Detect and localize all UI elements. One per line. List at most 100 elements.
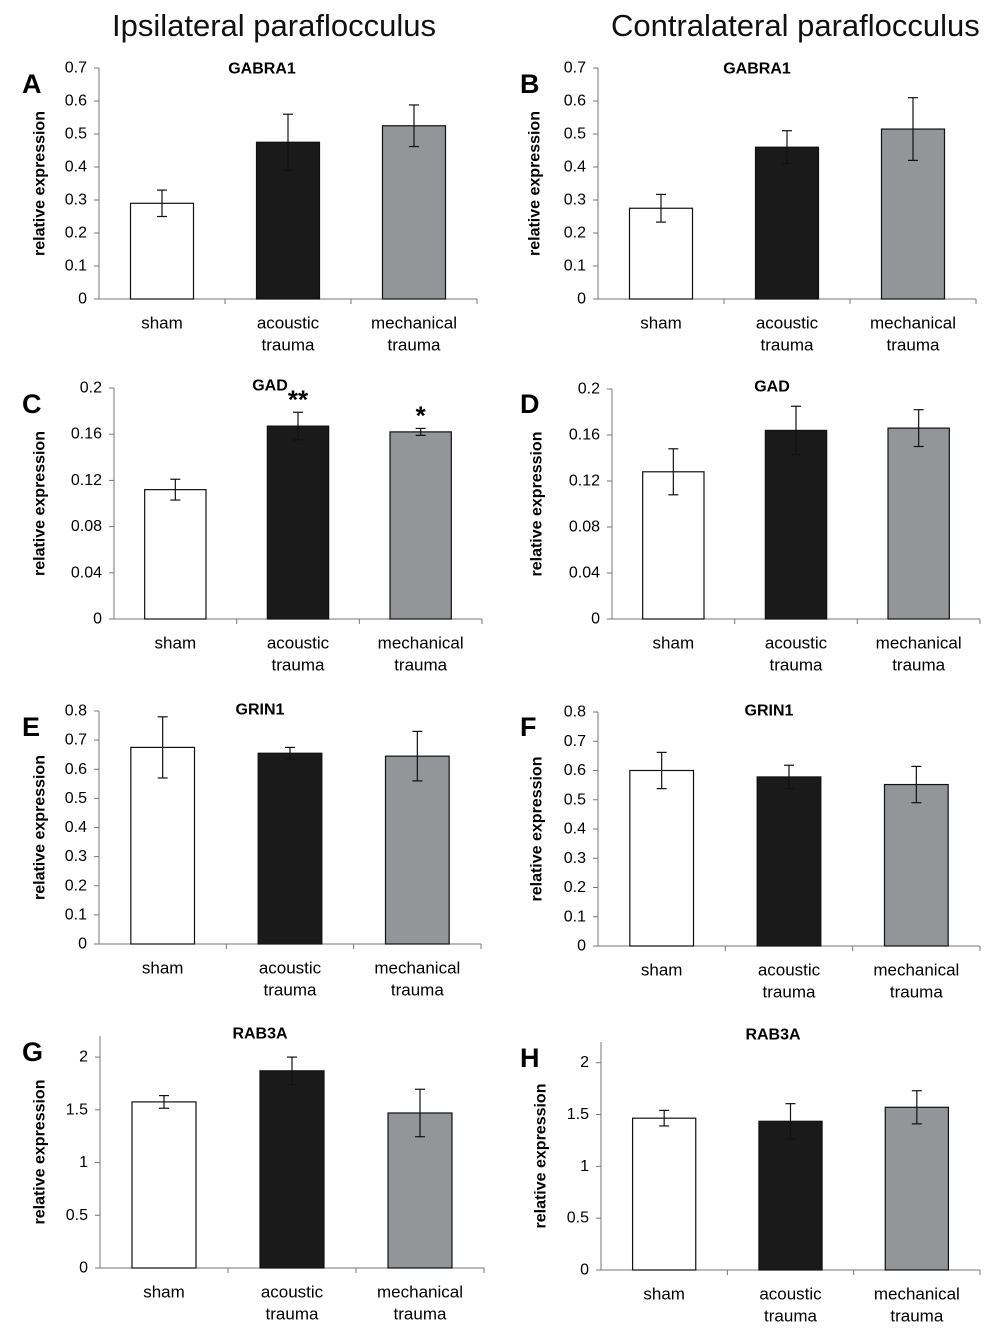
y-tick-label-b: 0.7 [564, 60, 586, 77]
y-tick-label-c: 0.2 [80, 380, 102, 397]
category-label-h-2: mechanical [874, 1285, 960, 1304]
panel-title-b: GABRA1 [723, 61, 791, 78]
panel-title-a: GABRA1 [228, 61, 296, 78]
bar-h-2 [884, 1106, 950, 1271]
y-tick-label-a: 0.7 [65, 60, 87, 77]
category-label-g-2: mechanical [377, 1283, 463, 1302]
panel-title-g: RAB3A [232, 1026, 288, 1043]
y-tick-label-f: 0.6 [564, 762, 586, 779]
column-title-ipsilateral: Ipsilateral paraflocculus [112, 8, 436, 43]
category-label-d-2: mechanical [876, 634, 962, 653]
y-tick-label-f: 0.8 [564, 704, 586, 721]
y-tick-label-e: 0 [78, 936, 87, 953]
category-label-a-1: trauma [262, 336, 315, 355]
category-label-b-2: mechanical [870, 314, 956, 333]
y-tick-label-c: 0.16 [71, 426, 102, 443]
y-axis-label-e: relative expression [32, 755, 49, 900]
y-tick-label-a: 0.2 [65, 225, 87, 242]
bar-e-2 [384, 755, 450, 945]
y-tick-label-a: 0.3 [65, 192, 87, 209]
bar-f-1 [756, 776, 822, 947]
y-tick-label-a: 0.4 [65, 159, 87, 176]
y-tick-label-e: 0.8 [65, 703, 87, 720]
y-tick-label-b: 0.3 [564, 192, 586, 209]
y-tick-label-d: 0.2 [578, 381, 600, 398]
bar-b-0 [628, 207, 694, 300]
y-tick-label-a: 0.1 [65, 258, 87, 275]
category-label-h-1: trauma [764, 1307, 817, 1326]
panel-label-f: F [520, 712, 537, 742]
category-label-g-1: trauma [266, 1305, 319, 1324]
category-label-c-2: mechanical [378, 634, 464, 653]
category-label-h-1: acoustic [759, 1285, 822, 1304]
y-tick-label-b: 0 [577, 291, 586, 308]
y-tick-label-c: 0.08 [71, 518, 102, 535]
bar-e-0 [130, 746, 196, 945]
category-label-h-0: sham [643, 1285, 685, 1304]
category-label-d-2: trauma [892, 656, 945, 675]
panel-label-g: G [22, 1037, 43, 1067]
y-tick-label-c: 0.12 [71, 472, 102, 489]
bar-d-1 [764, 429, 828, 620]
y-axis-label-f: relative expression [529, 757, 546, 902]
category-label-a-2: trauma [388, 336, 441, 355]
category-label-f-1: trauma [763, 983, 816, 1002]
category-label-g-2: trauma [394, 1305, 447, 1324]
bar-f-2 [883, 783, 949, 947]
category-label-c-0: sham [155, 634, 197, 653]
bar-d-0 [642, 471, 705, 620]
y-tick-label-d: 0.16 [569, 427, 600, 444]
category-label-a-2: mechanical [371, 314, 457, 333]
y-tick-label-f: 0 [577, 938, 586, 955]
y-tick-label-f: 0.4 [564, 821, 586, 838]
y-tick-label-d: 0 [591, 611, 600, 628]
y-tick-label-c: 0 [93, 611, 102, 628]
y-tick-label-g: 0.5 [66, 1207, 88, 1224]
panel-label-d: D [520, 389, 540, 419]
y-tick-label-b: 0.2 [564, 225, 586, 242]
y-tick-label-f: 0.5 [564, 791, 586, 808]
panel-title-e: GRIN1 [236, 702, 285, 719]
y-tick-label-c: 0.04 [71, 564, 102, 581]
category-label-d-0: sham [653, 634, 695, 653]
y-axis-label-d: relative expression [529, 432, 546, 577]
bar-h-0 [631, 1117, 697, 1271]
category-label-b-2: trauma [887, 336, 940, 355]
panel-title-h: RAB3A [745, 1027, 801, 1044]
bar-a-0 [129, 202, 195, 300]
category-label-f-2: mechanical [873, 961, 959, 980]
category-label-b-0: sham [640, 314, 682, 333]
y-tick-label-e: 0.6 [65, 761, 87, 778]
bar-c-2 [389, 431, 452, 620]
bar-f-0 [629, 769, 695, 947]
y-tick-label-e: 0.5 [65, 790, 87, 807]
category-label-f-2: trauma [890, 983, 943, 1002]
y-axis-label-c: relative expression [32, 431, 49, 576]
y-tick-label-d: 0.12 [569, 473, 600, 490]
panel-label-c: C [22, 389, 42, 419]
y-tick-label-b: 0.5 [564, 126, 586, 143]
bar-d-2 [887, 427, 950, 620]
panel-label-a: A [22, 69, 42, 99]
category-label-e-1: trauma [264, 981, 317, 1000]
panel-label-b: B [520, 69, 540, 99]
category-label-e-2: mechanical [374, 959, 460, 978]
y-tick-label-e: 0.3 [65, 848, 87, 865]
y-tick-label-b: 0.6 [564, 93, 586, 110]
category-label-b-1: trauma [761, 336, 814, 355]
panel-label-e: E [22, 712, 40, 742]
y-tick-label-g: 1 [79, 1154, 88, 1171]
category-label-d-1: trauma [770, 656, 823, 675]
category-label-f-0: sham [641, 961, 683, 980]
y-axis-label-b: relative expression [527, 111, 544, 256]
y-tick-label-h: 0 [580, 1262, 589, 1279]
bar-g-1 [259, 1070, 325, 1269]
category-label-b-1: acoustic [756, 314, 819, 333]
panel-title-d: GAD [754, 379, 790, 396]
y-tick-label-d: 0.04 [569, 565, 600, 582]
bar-e-1 [257, 752, 323, 945]
panel-title-c: GAD [252, 378, 288, 395]
category-label-h-2: trauma [890, 1307, 943, 1326]
y-tick-label-f: 0.2 [564, 879, 586, 896]
